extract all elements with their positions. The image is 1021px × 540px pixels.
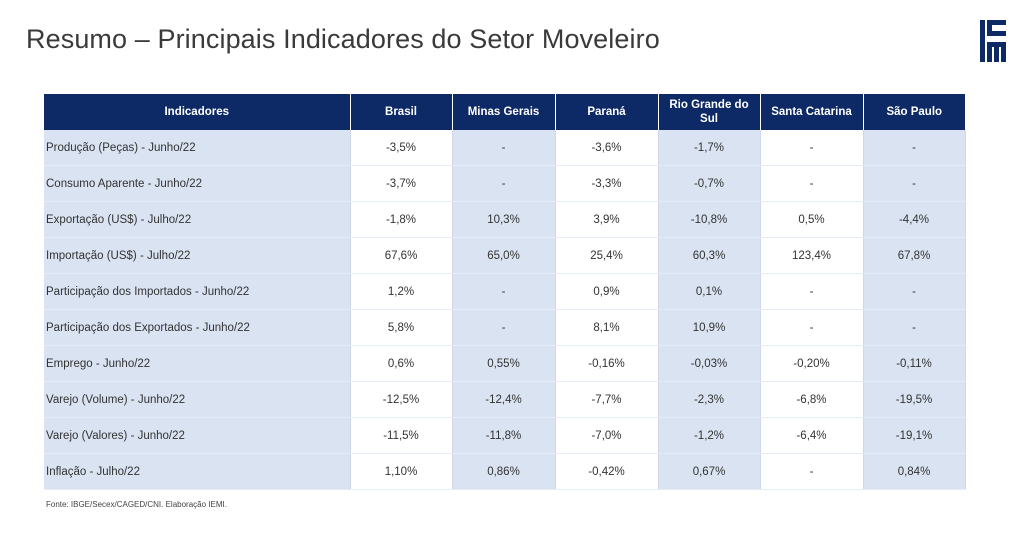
cell-brasil: -11,5%	[350, 417, 453, 454]
cell-parana: -7,7%	[555, 381, 659, 418]
cell-sao-paulo: -	[863, 309, 966, 346]
table-row: Participação dos Exportados - Junho/22 5…	[44, 309, 966, 346]
cell-santa-catarina: -	[760, 165, 864, 202]
cell-rio-grande-do-sul: -1,7%	[658, 130, 761, 166]
cell-rio-grande-do-sul: 0,67%	[658, 453, 761, 490]
cell-minas-gerais: 65,0%	[452, 237, 556, 274]
cell-rio-grande-do-sul: -0,7%	[658, 165, 761, 202]
source-note: Fonte: IBGE/Secex/CAGED/CNI. Elaboração …	[46, 500, 227, 509]
table-row: Inflação - Julho/22 1,10% 0,86% -0,42% 0…	[44, 453, 966, 490]
cell-parana: 25,4%	[555, 237, 659, 274]
cell-rio-grande-do-sul: 60,3%	[658, 237, 761, 274]
table-row: Produção (Peças) - Junho/22 -3,5% - -3,6…	[44, 130, 966, 166]
row-label: Participação dos Importados - Junho/22	[44, 273, 351, 310]
cell-brasil: 67,6%	[350, 237, 453, 274]
cell-sao-paulo: 0,84%	[863, 453, 966, 490]
table-row: Varejo (Volume) - Junho/22 -12,5% -12,4%…	[44, 381, 966, 418]
row-label: Produção (Peças) - Junho/22	[44, 130, 351, 166]
header-rio-grande-do-sul: Rio Grande do Sul	[658, 94, 761, 130]
cell-parana: 0,9%	[555, 273, 659, 310]
cell-parana: 3,9%	[555, 201, 659, 238]
iemi-logo-icon	[980, 20, 1006, 62]
cell-minas-gerais: -	[452, 130, 556, 166]
cell-santa-catarina: -6,4%	[760, 417, 864, 454]
cell-brasil: 1,2%	[350, 273, 453, 310]
cell-minas-gerais: 0,86%	[452, 453, 556, 490]
header-sao-paulo: São Paulo	[863, 94, 965, 130]
header-minas-gerais: Minas Gerais	[452, 94, 556, 130]
cell-brasil: 1,10%	[350, 453, 453, 490]
cell-minas-gerais: -	[452, 273, 556, 310]
indicators-table: Indicadores Brasil Minas Gerais Paraná R…	[44, 94, 966, 490]
header-parana: Paraná	[555, 94, 659, 130]
cell-brasil: -1,8%	[350, 201, 453, 238]
cell-sao-paulo: -19,5%	[863, 381, 966, 418]
cell-santa-catarina: 123,4%	[760, 237, 864, 274]
header-santa-catarina: Santa Catarina	[760, 94, 864, 130]
cell-sao-paulo: -	[863, 130, 966, 166]
header-brasil: Brasil	[350, 94, 453, 130]
cell-rio-grande-do-sul: -0,03%	[658, 345, 761, 382]
cell-parana: -0,42%	[555, 453, 659, 490]
cell-santa-catarina: -6,8%	[760, 381, 864, 418]
table-row: Emprego - Junho/22 0,6% 0,55% -0,16% -0,…	[44, 345, 966, 382]
table-row: Participação dos Importados - Junho/22 1…	[44, 273, 966, 310]
row-label: Varejo (Valores) - Junho/22	[44, 417, 351, 454]
cell-brasil: -3,5%	[350, 130, 453, 166]
row-label: Consumo Aparente - Junho/22	[44, 165, 351, 202]
cell-minas-gerais: 0,55%	[452, 345, 556, 382]
table-row: Consumo Aparente - Junho/22 -3,7% - -3,3…	[44, 165, 966, 202]
table-row: Exportação (US$) - Julho/22 -1,8% 10,3% …	[44, 201, 966, 238]
cell-parana: -7,0%	[555, 417, 659, 454]
table-row: Importação (US$) - Julho/22 67,6% 65,0% …	[44, 237, 966, 274]
cell-rio-grande-do-sul: -2,3%	[658, 381, 761, 418]
cell-santa-catarina: -0,20%	[760, 345, 864, 382]
cell-rio-grande-do-sul: 10,9%	[658, 309, 761, 346]
cell-santa-catarina: 0,5%	[760, 201, 864, 238]
header-indicadores: Indicadores	[44, 94, 351, 130]
cell-minas-gerais: -12,4%	[452, 381, 556, 418]
row-label: Varejo (Volume) - Junho/22	[44, 381, 351, 418]
iemi-logo	[980, 20, 1006, 62]
cell-parana: -3,3%	[555, 165, 659, 202]
cell-parana: 8,1%	[555, 309, 659, 346]
table-header-row: Indicadores Brasil Minas Gerais Paraná R…	[44, 94, 965, 130]
cell-brasil: 5,8%	[350, 309, 453, 346]
cell-sao-paulo: -4,4%	[863, 201, 966, 238]
row-label: Participação dos Exportados - Junho/22	[44, 309, 351, 346]
cell-parana: -0,16%	[555, 345, 659, 382]
row-label: Exportação (US$) - Julho/22	[44, 201, 351, 238]
cell-rio-grande-do-sul: 0,1%	[658, 273, 761, 310]
cell-santa-catarina: -	[760, 273, 864, 310]
cell-santa-catarina: -	[760, 309, 864, 346]
row-label: Inflação - Julho/22	[44, 453, 351, 490]
cell-sao-paulo: -0,11%	[863, 345, 966, 382]
cell-brasil: 0,6%	[350, 345, 453, 382]
cell-brasil: -12,5%	[350, 381, 453, 418]
cell-santa-catarina: -	[760, 453, 864, 490]
cell-sao-paulo: -19,1%	[863, 417, 966, 454]
cell-sao-paulo: -	[863, 273, 966, 310]
row-label: Importação (US$) - Julho/22	[44, 237, 351, 274]
cell-minas-gerais: 10,3%	[452, 201, 556, 238]
cell-minas-gerais: -11,8%	[452, 417, 556, 454]
cell-sao-paulo: -	[863, 165, 966, 202]
cell-brasil: -3,7%	[350, 165, 453, 202]
cell-parana: -3,6%	[555, 130, 659, 166]
page-title: Resumo – Principais Indicadores do Setor…	[26, 24, 660, 54]
cell-minas-gerais: -	[452, 165, 556, 202]
cell-sao-paulo: 67,8%	[863, 237, 966, 274]
table-row: Varejo (Valores) - Junho/22 -11,5% -11,8…	[44, 417, 966, 454]
row-label: Emprego - Junho/22	[44, 345, 351, 382]
cell-rio-grande-do-sul: -10,8%	[658, 201, 761, 238]
cell-santa-catarina: -	[760, 130, 864, 166]
cell-minas-gerais: -	[452, 309, 556, 346]
cell-rio-grande-do-sul: -1,2%	[658, 417, 761, 454]
